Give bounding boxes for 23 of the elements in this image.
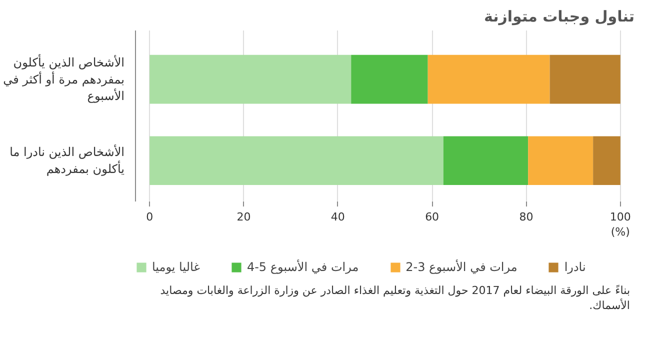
x-axis-title: (%) bbox=[610, 226, 630, 239]
legend-label: نادرا bbox=[564, 260, 586, 274]
y-tick-label: الأشخاص الذين نادرا ما يأكلون بمفردهم bbox=[10, 144, 125, 176]
legend-label: 4-5 مرات في الأسبوع bbox=[246, 260, 359, 274]
chart-title: تناول وجبات متوازنة bbox=[484, 8, 635, 26]
bar bbox=[593, 136, 620, 186]
bar bbox=[351, 54, 428, 104]
x-tick-label: 20 bbox=[236, 210, 251, 224]
bar bbox=[428, 54, 550, 104]
x-tick-label: 100 bbox=[610, 210, 631, 224]
x-tick-label: 40 bbox=[330, 210, 345, 224]
bar bbox=[443, 136, 528, 186]
bar bbox=[550, 54, 620, 104]
bar bbox=[150, 54, 352, 104]
bar bbox=[150, 136, 444, 186]
x-tick-label: 0 bbox=[146, 210, 154, 224]
legend-label: غاليا يوميا bbox=[152, 260, 200, 274]
y-tick-label: الأشخاص الذين يأكلون بمفردهم مرة أو أكثر في الأسبوع bbox=[3, 54, 125, 104]
x-tick-label: 60 bbox=[425, 210, 440, 224]
legend-label: 2-3 مرات في الأسبوع bbox=[406, 260, 518, 274]
bar bbox=[528, 136, 594, 186]
x-tick-label: 80 bbox=[519, 210, 534, 224]
text: بناءً على الورقة البيضاء لعام 2017 حول التغذية وتعليم الغذاء الصادر عن وزارة الزراعة والغابات ومصايد الأسماك. bbox=[159, 283, 630, 313]
